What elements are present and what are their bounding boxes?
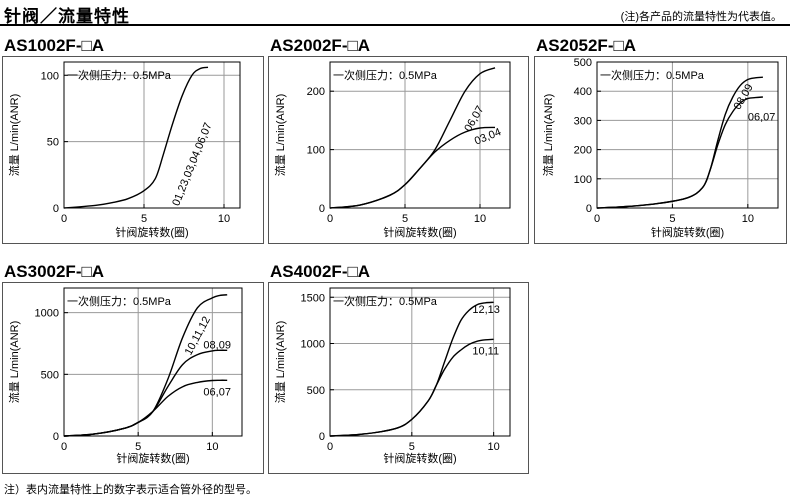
series-label: 08,09 [203,339,231,351]
plot-area [329,287,511,437]
x-axis-label: 针阀旋转数(圈) [383,451,456,465]
series-label: 10,11 [472,346,499,358]
y-tick-label: 100 [574,174,592,186]
y-tick-label: 0 [319,431,325,443]
series-line [596,96,763,209]
chart-title-as3002f: AS3002F-□A [4,262,105,281]
y-tick-label: 0 [53,431,59,443]
x-tick-label: 0 [327,213,333,225]
x-tick-label: 0 [61,213,67,225]
x-tick-label: 5 [135,441,141,453]
series-label: 06,07 [748,111,776,123]
plot-area [63,61,241,209]
series-line [63,379,228,437]
chart-title-as2002f: AS2002F-□A [270,36,371,55]
x-tick-label: 5 [409,441,415,453]
y-tick-label: 1500 [301,292,325,304]
y-tick-label: 400 [574,86,592,98]
y-tick-label: 500 [574,57,592,69]
pressure-annotation: 一次侧压力：0.5MPa [600,68,705,82]
y-tick-label: 300 [574,115,592,127]
series-label: 06,07 [203,386,231,398]
plot-area [596,61,779,209]
chart-title-as2052f: AS2052F-□A [536,36,637,55]
x-tick-label: 10 [206,441,218,453]
pressure-annotation: 一次侧压力：0.5MPa [333,68,438,82]
x-tick-label: 0 [327,441,333,453]
y-tick-label: 500 [307,385,325,397]
pressure-annotation: 一次侧压力：0.5MPa [333,294,438,308]
series-line [329,338,494,437]
y-tick-label: 500 [41,369,59,381]
note-bottom: 注）表内流量特性上的数字表示适合管外径的型号。 [4,484,257,496]
y-axis-label: 流量 L/min(ANR) [541,94,555,177]
page-title: 针阀／流量特性 [4,7,130,26]
series-line [329,126,496,209]
y-tick-label: 0 [53,203,59,215]
note-top: (注)各产品的流量特性为代表值。 [620,11,782,23]
pressure-annotation: 一次侧压力：0.5MPa [67,294,172,308]
chart-title-as4002f: AS4002F-□A [270,262,371,281]
x-axis-label: 针阀旋转数(圈) [383,225,456,239]
series-line [63,66,209,209]
y-tick-label: 50 [47,137,59,149]
x-axis-label: 针阀旋转数(圈) [651,225,724,239]
y-tick-label: 100 [41,70,59,82]
y-tick-label: 0 [586,203,592,215]
chart-title-as1002f: AS1002F-□A [4,36,105,55]
x-axis-label: 针阀旋转数(圈) [116,451,189,465]
series-label: 12,13 [472,304,500,316]
x-axis-label: 针阀旋转数(圈) [115,225,188,239]
y-axis-label: 流量 L/min(ANR) [7,321,21,404]
x-tick-label: 10 [742,213,754,225]
y-tick-label: 1000 [301,339,325,351]
x-tick-label: 5 [669,213,675,225]
x-tick-label: 0 [594,213,600,225]
pressure-annotation: 一次侧压力：0.5MPa [67,68,172,82]
y-axis-label: 流量 L/min(ANR) [273,94,287,177]
x-tick-label: 0 [61,441,67,453]
y-tick-label: 100 [307,145,325,157]
y-tick-label: 1000 [35,308,59,320]
y-tick-label: 200 [574,145,592,157]
y-axis-label: 流量 L/min(ANR) [273,321,287,404]
y-tick-label: 200 [307,86,325,98]
x-tick-label: 5 [402,213,408,225]
title-rule [0,24,790,26]
plot-area [63,287,243,437]
y-tick-label: 0 [319,203,325,215]
x-tick-label: 10 [218,213,230,225]
x-tick-label: 5 [141,213,147,225]
plot-area [329,61,511,209]
chart-frame-as1002f [2,56,264,244]
chart-frame-as3002f [2,282,264,474]
x-tick-label: 10 [474,213,486,225]
y-axis-label: 流量 L/min(ANR) [7,94,21,177]
chart-frame-as4002f [268,282,529,474]
x-tick-label: 10 [488,441,500,453]
